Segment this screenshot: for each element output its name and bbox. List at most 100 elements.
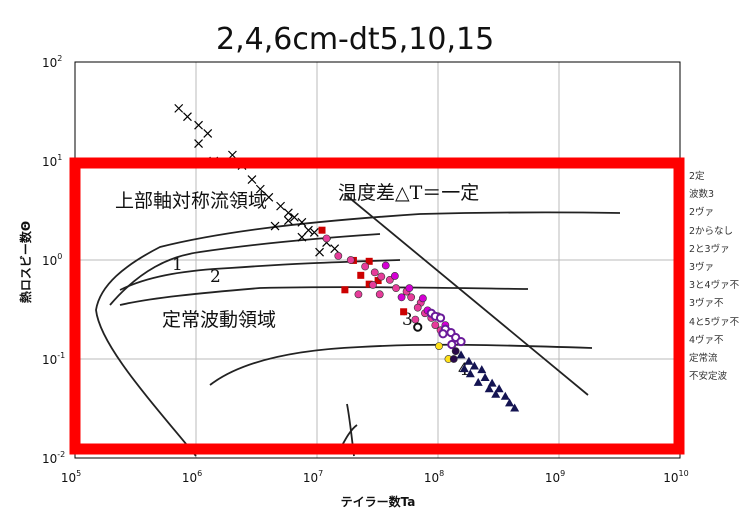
boundary-curve-1 (109, 233, 381, 306)
curve-label-2: 2 (210, 267, 221, 287)
data-point-ring (447, 339, 457, 350)
data-point-square (318, 226, 326, 234)
legend-entry: 2ヴァ (689, 207, 715, 219)
data-point-square (365, 257, 373, 265)
data-point-cross (304, 225, 313, 235)
data-point-triangle (459, 364, 469, 373)
data-point-circle (449, 355, 458, 363)
x-tick-label: 1010 (663, 469, 688, 485)
data-point-triangle (510, 403, 520, 412)
data-point-ring (413, 322, 423, 332)
legend-entry: 2定 (689, 171, 705, 182)
boundary-curve-outer (95, 211, 621, 457)
x-tick-label: 108 (424, 469, 444, 485)
upper-axisymmetric-region-label: 上部軸対称流領域 (115, 190, 267, 212)
data-point-triangle (464, 356, 474, 365)
data-point-circle (451, 347, 460, 356)
steady-wave-region-label: 定常波動領域 (162, 309, 276, 331)
legend-entry: 4と5ヴァ不 (689, 316, 740, 328)
boundary-curve-4 (209, 343, 593, 386)
data-point-circle (405, 284, 414, 293)
data-point-ring (435, 313, 446, 323)
data-point-circle (407, 293, 416, 302)
data-point-cross (283, 208, 293, 218)
data-point-circle (435, 342, 443, 350)
legend: 2定 波数3 2ヴァ 2からなし 2と3ヴァ 3ヴァ 3と4ヴァ不 3ヴァ不 4と5ヴァ不 4ヴァ… (689, 168, 744, 386)
data-point-square (341, 286, 349, 294)
data-point-cross (264, 192, 274, 202)
highlight-frame (69, 157, 685, 455)
data-point-cross (297, 232, 307, 242)
data-point-circle (334, 252, 343, 260)
y-tick-label: 10-1 (42, 351, 65, 367)
data-point-circle (390, 272, 399, 280)
data-point-cross (174, 103, 184, 113)
legend-entry: 3ヴァ (689, 261, 715, 273)
data-point-cross (315, 247, 324, 257)
data-point-cross (283, 216, 293, 226)
data-point-cross (330, 244, 340, 254)
boundary-curve-3 (119, 286, 529, 306)
curve-label-3: 3 (402, 310, 413, 330)
data-point-triangle (477, 365, 487, 374)
data-point-ring (438, 329, 448, 339)
chart-title: 2,4,6cm-dt5,10,15 (216, 22, 495, 57)
data-point-triangle (456, 350, 466, 359)
data-point-cross (247, 175, 257, 184)
data-point-triangle (469, 361, 479, 370)
data-point-cross (194, 139, 203, 148)
y-tick-label: 102 (42, 54, 62, 70)
data-point-circle (377, 272, 386, 281)
curve-label-1: 1 (172, 255, 183, 275)
y-tick-label: 10-2 (42, 450, 65, 466)
data-point-cross (203, 128, 213, 138)
data-point-circle (370, 268, 379, 277)
data-point-circle (411, 315, 420, 324)
data-point-circle (413, 303, 422, 312)
data-point-cross (183, 112, 192, 122)
data-point-cross (289, 212, 299, 222)
data-point-circle (361, 262, 370, 271)
y-tick-label: 101 (42, 153, 62, 169)
data-point-cross (297, 217, 307, 227)
data-point-circle (397, 293, 406, 302)
data-point-circle (322, 234, 331, 243)
data-point-ring (456, 336, 466, 347)
data-point-triangle (505, 398, 515, 407)
data-point-triangle (480, 373, 490, 382)
data-point-circle (375, 290, 384, 299)
x-tick-labels: 105 106 107 108 109 1010 (61, 469, 689, 485)
data-point-square (374, 277, 382, 285)
data-point-cross (255, 184, 265, 194)
legend-entry: 3ヴァ不 (689, 298, 724, 310)
x-tick-label: 105 (61, 469, 81, 485)
data-point-circle (354, 290, 363, 299)
y-tick-labels: 10-2 10-1 100 101 102 (42, 54, 65, 466)
data-point-square (400, 308, 408, 316)
data-point-triangle (484, 384, 494, 393)
data-point-cross (194, 120, 203, 130)
data-point-triangle (465, 369, 475, 378)
data-point-triangle (473, 377, 483, 386)
data-point-triangle (491, 389, 501, 398)
data-points (174, 103, 520, 412)
dt-constant-line (345, 194, 589, 396)
data-point-triangle (500, 391, 510, 400)
data-point-triangle (487, 378, 497, 387)
data-point-cross (270, 221, 280, 231)
x-tick-label: 109 (545, 469, 565, 485)
y-axis-label: 熱ロスビー数Θ (18, 221, 33, 303)
constant-dt-label: 温度差△T＝一定 (338, 182, 479, 204)
data-point-circle (418, 294, 427, 303)
legend-entry: 定常流 (689, 352, 718, 364)
x-axis-label: テイラー数Ta (341, 494, 416, 509)
data-point-circle (346, 256, 355, 264)
data-point-cross (309, 227, 319, 237)
data-point-triangle (494, 384, 504, 393)
legend-entry: 2からなし (689, 225, 734, 237)
data-point-cross (276, 201, 285, 211)
x-tick-label: 106 (182, 469, 202, 485)
legend-entry: 4ヴァ不 (689, 334, 724, 346)
y-tick-label: 100 (42, 252, 62, 268)
